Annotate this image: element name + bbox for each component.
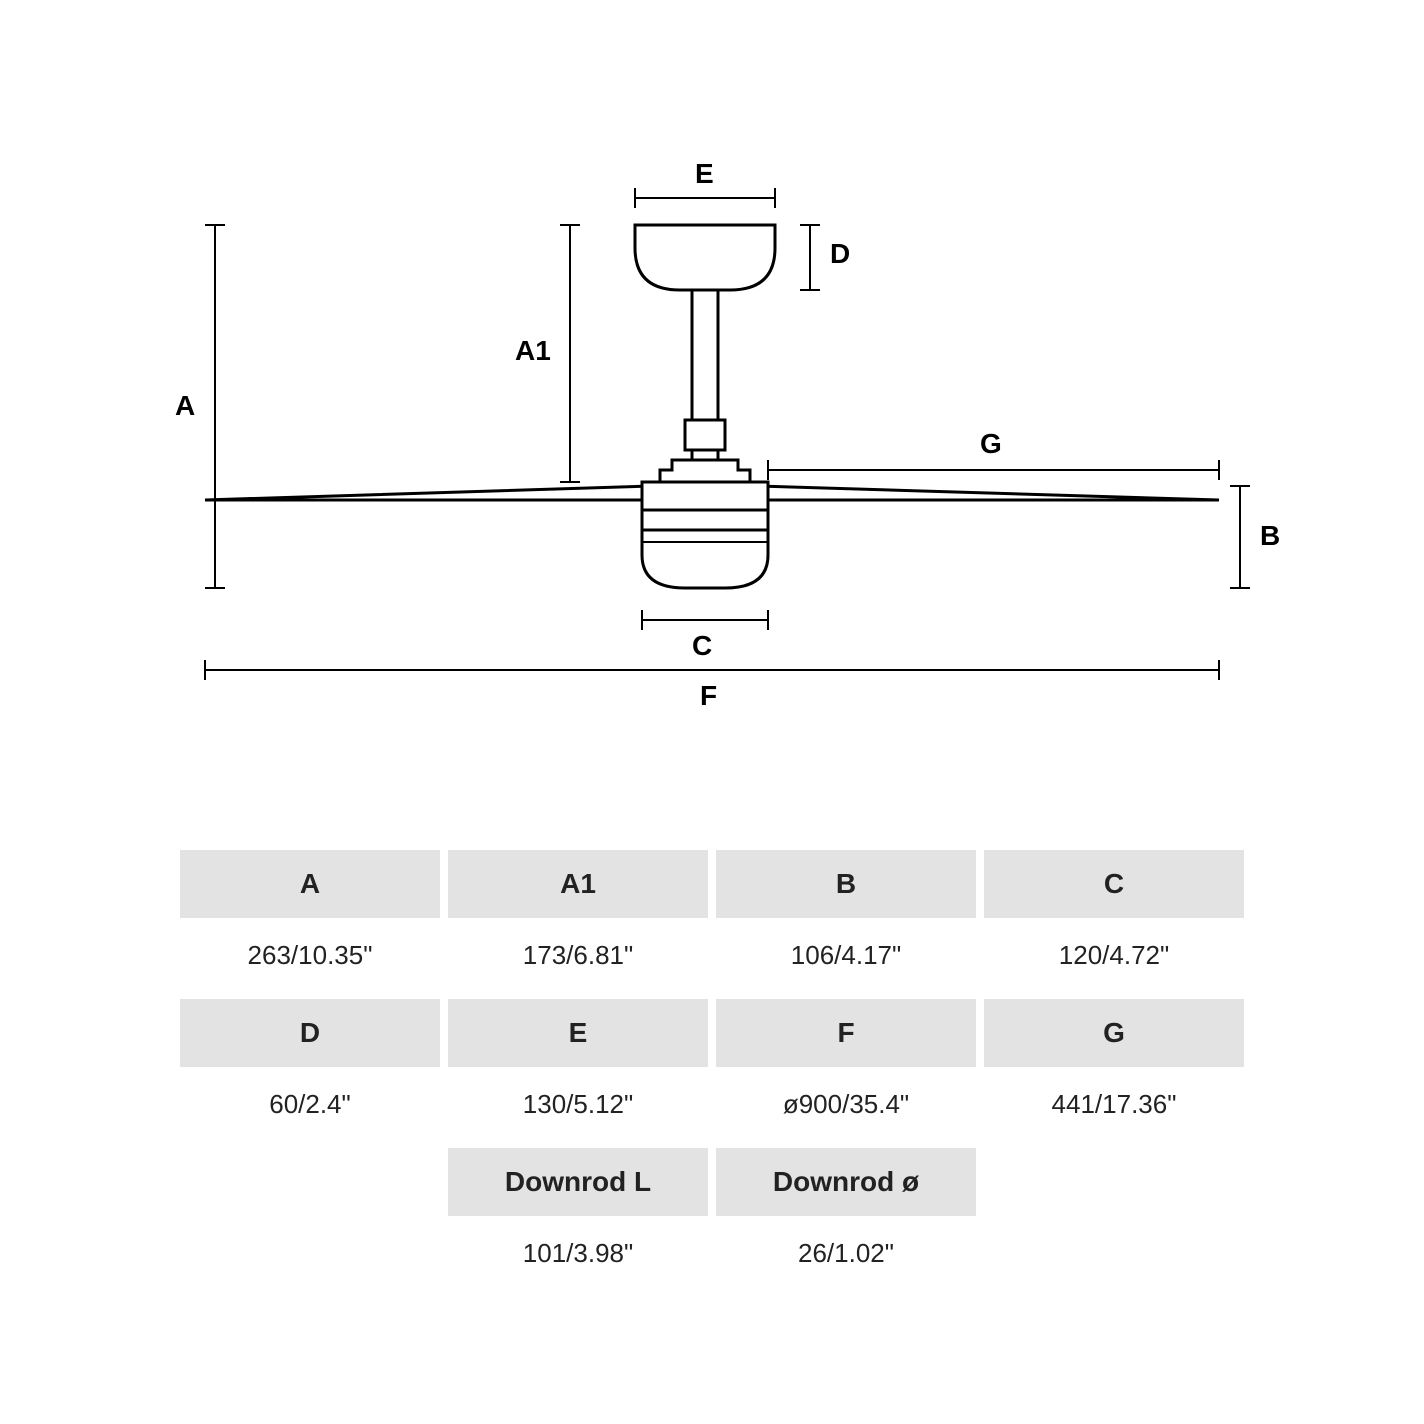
table-header: E (448, 999, 708, 1067)
dim-label-E: E (695, 158, 714, 190)
table-header: Downrod L (448, 1148, 708, 1216)
table-header: A (180, 850, 440, 918)
dim-label-C: C (692, 630, 712, 662)
table-header: B (716, 850, 976, 918)
table-value: 60/2.4" (180, 1067, 440, 1148)
table-header: Downrod ø (716, 1148, 976, 1216)
table-value: 101/3.98" (448, 1216, 708, 1297)
table-value: 130/5.12" (448, 1067, 708, 1148)
table-header: C (984, 850, 1244, 918)
table-value: 173/6.81" (448, 918, 708, 999)
dim-label-D: D (830, 238, 850, 270)
table-value: ø900/35.4" (716, 1067, 976, 1148)
table-value: 26/1.02" (716, 1216, 976, 1297)
table-header: F (716, 999, 976, 1067)
dim-label-F: F (700, 680, 717, 712)
dim-label-G: G (980, 428, 1002, 460)
dimensions-table: A A1 B C 263/10.35" 173/6.81" 106/4.17" … (170, 850, 1254, 1297)
table-value: 120/4.72" (984, 918, 1244, 999)
dim-label-B: B (1260, 520, 1280, 552)
dim-label-A1: A1 (515, 335, 551, 367)
table-header: G (984, 999, 1244, 1067)
fan-dimension-diagram: E D A1 A G B C F (170, 170, 1254, 730)
table-value: 441/17.36" (984, 1067, 1244, 1148)
table-value: 263/10.35" (180, 918, 440, 999)
table-header: D (180, 999, 440, 1067)
table-header: A1 (448, 850, 708, 918)
dim-label-A: A (175, 390, 195, 422)
table-value: 106/4.17" (716, 918, 976, 999)
